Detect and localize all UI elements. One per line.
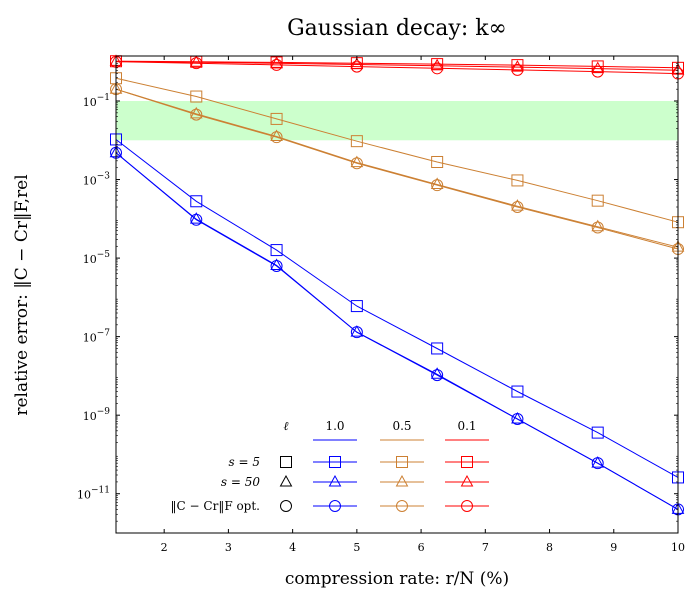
triangle-marker <box>328 474 342 487</box>
square-marker <box>461 456 473 468</box>
triangle-marker <box>350 325 364 337</box>
plot-frame <box>115 55 679 534</box>
circle-marker <box>280 500 292 512</box>
circle-marker <box>270 259 283 272</box>
square-marker <box>270 112 283 125</box>
triangle-marker <box>189 55 203 67</box>
triangle-marker <box>189 106 203 119</box>
circle-marker <box>591 457 604 470</box>
circle-marker <box>270 58 283 71</box>
circle-marker <box>190 108 203 121</box>
triangle-marker <box>430 58 444 71</box>
y-axis-label: relative error: ‖C − Cr‖F,rel <box>12 174 32 415</box>
square-marker <box>591 194 604 207</box>
circle-marker <box>396 500 408 512</box>
triangle-marker <box>395 474 409 487</box>
square-marker <box>350 300 363 313</box>
x-tick-label: 6 <box>418 541 425 554</box>
circle-marker <box>511 201 524 214</box>
circle-marker <box>329 500 341 512</box>
square-marker <box>431 342 444 355</box>
x-tick-label: 8 <box>546 541 553 554</box>
square-marker <box>511 385 524 398</box>
circle-marker <box>350 326 363 339</box>
square-marker <box>350 135 363 148</box>
x-tick-label: 2 <box>161 541 168 554</box>
square-marker <box>591 426 604 439</box>
x-tick-label: 3 <box>225 541 232 554</box>
square-marker <box>431 155 444 168</box>
series-0.5-square <box>110 72 684 229</box>
square-marker <box>190 90 203 103</box>
y-tick-label: 10−9 <box>83 407 111 423</box>
series-line <box>115 77 679 223</box>
triangle-marker <box>460 474 474 487</box>
series-line <box>115 61 679 75</box>
circle-marker <box>511 412 524 425</box>
square-marker <box>511 174 524 187</box>
series-0.1-triangle <box>109 54 685 75</box>
circle-marker <box>431 369 444 382</box>
legend-row-label: ‖C − Cr‖F opt. <box>171 499 260 513</box>
circle-marker <box>591 65 604 78</box>
triangle-marker <box>591 61 605 74</box>
circle-marker <box>431 62 444 75</box>
triangle-marker <box>430 177 444 189</box>
circle-marker <box>350 60 363 73</box>
y-tick-label: 10−3 <box>83 172 111 188</box>
circle-marker <box>511 63 524 76</box>
band-rect <box>116 101 678 141</box>
y-tick-label: 10−1 <box>83 93 110 109</box>
legend-column-label: 0.5 <box>392 419 411 433</box>
series-0.1-square <box>110 55 684 74</box>
triangle-marker <box>270 129 283 141</box>
x-axis-label: compression rate: r/N (%) <box>285 569 509 589</box>
series-line <box>115 88 679 248</box>
circle-marker <box>591 221 604 234</box>
triangle-marker <box>279 474 293 487</box>
square-marker <box>396 456 408 468</box>
series-line <box>115 60 679 69</box>
square-marker <box>329 456 341 468</box>
triangle-marker <box>350 155 364 168</box>
legend-row-label: s = 5 <box>229 455 260 469</box>
series-line <box>115 139 679 478</box>
x-tick-label: 4 <box>289 541 296 554</box>
legend-column-label: 0.1 <box>457 419 476 433</box>
triangle-marker <box>591 219 605 232</box>
y-tick-label: 10−11 <box>77 486 110 502</box>
legend-header-symbol: ℓ <box>284 419 289 433</box>
legend-column-label: 1.0 <box>325 419 344 433</box>
axis-ticks: 2 3 4 5 6 7 8 9 10 10−1 10−3 10−5 10−7 10−9 10−11 <box>77 56 685 554</box>
triangle-marker <box>189 212 203 224</box>
square-marker <box>280 456 292 468</box>
x-tick-label: 7 <box>482 541 489 554</box>
x-tick-label: 10 <box>671 541 685 554</box>
square-marker <box>190 195 203 208</box>
legend: ℓ 1.0 0.5 0.1 s = 5 s = 50 ‖C − Cr‖F opt. <box>171 419 489 513</box>
x-tick-label: 9 <box>610 541 617 554</box>
square-marker <box>270 244 283 257</box>
circle-marker <box>270 131 283 144</box>
legend-row-label: s = 50 <box>221 475 260 489</box>
triangle-marker <box>511 60 524 72</box>
triangle-marker <box>270 56 283 68</box>
triangle-marker <box>350 57 364 70</box>
circle-marker <box>461 500 473 512</box>
triangle-marker <box>511 199 524 211</box>
circle-marker <box>190 57 203 70</box>
series-0.5-triangle <box>109 82 685 252</box>
circle-marker <box>431 179 444 192</box>
y-tick-label: 10−7 <box>83 329 111 345</box>
circle-marker <box>190 213 203 226</box>
series-line <box>115 152 679 510</box>
y-tick-label: 10−5 <box>83 250 111 266</box>
series-line <box>115 60 679 71</box>
x-tick-label: 5 <box>353 541 360 554</box>
series-line <box>115 88 679 250</box>
circle-marker <box>350 157 363 170</box>
green-band <box>116 101 678 141</box>
chart-title: Gaussian decay: k∞ <box>287 16 507 41</box>
